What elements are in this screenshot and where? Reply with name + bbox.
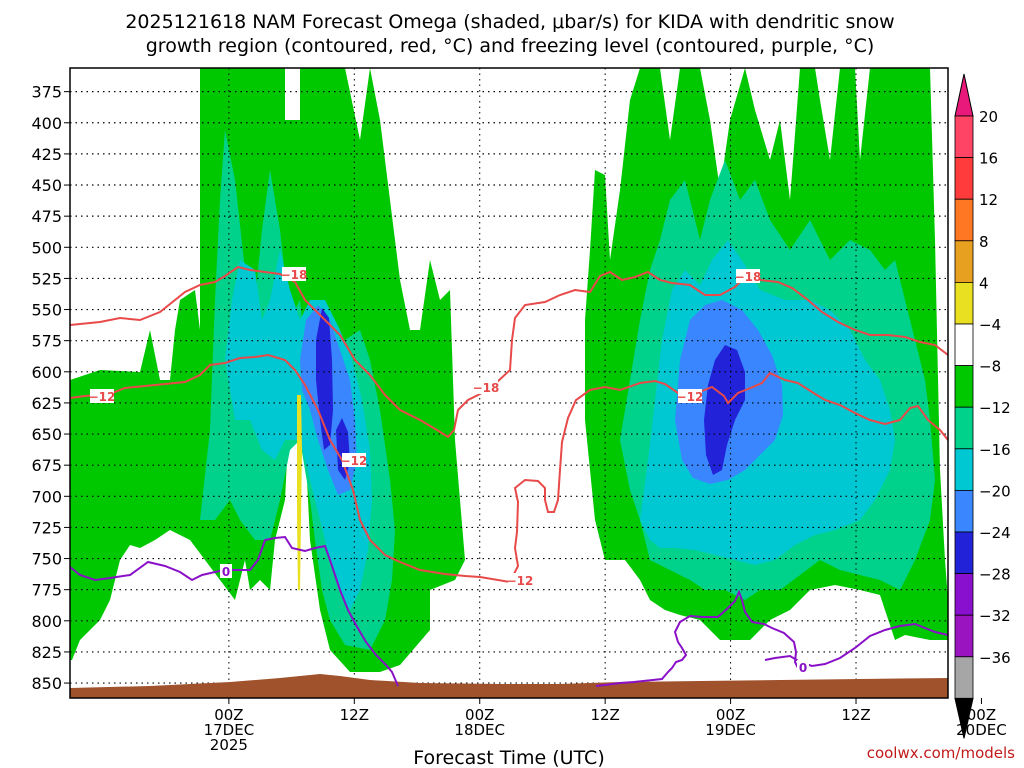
colorbar-label-0: 20 <box>979 108 998 126</box>
y-tick-label-800: 800 <box>31 612 62 631</box>
y-tick-label-850: 850 <box>31 674 62 693</box>
contour-label-minus18-a: −18 <box>281 268 308 282</box>
x-axis-label: Forecast Time (UTC) <box>413 747 604 768</box>
contour-labels: −18 −12 −18 −12 −12 −18 −12 0 0 <box>89 267 809 675</box>
y-tick-label-425: 425 <box>31 145 62 164</box>
x-tick-label-0-1: 00Z <box>214 706 243 724</box>
colorbar-swatch-1 <box>954 157 974 200</box>
colorbar-label-10: −24 <box>979 524 1011 542</box>
colorbar-label-5: −4 <box>979 316 1001 334</box>
y-tick-label-750: 750 <box>31 550 62 569</box>
y-tick-label-550: 550 <box>31 301 62 320</box>
colorbar-top-arrow <box>954 73 974 117</box>
credit-text: coolwx.com/models <box>867 744 1015 762</box>
contour-label-minus12-d: −12 <box>677 390 704 404</box>
terrain-ground <box>70 674 948 698</box>
plot-frame <box>69 67 949 699</box>
colorbar-swatch-4 <box>954 281 974 325</box>
y-tick-label-625: 625 <box>31 394 62 413</box>
y-tick-label-700: 700 <box>31 487 62 506</box>
colorbar-label-6: −8 <box>979 358 1001 376</box>
x-tick-label-4-2: 19DEC <box>705 721 756 739</box>
contour-freezing-right1 <box>595 589 799 687</box>
y-tick-label-650: 650 <box>31 425 62 444</box>
contour-minus12-mid <box>511 371 948 579</box>
y-tick-label-400: 400 <box>31 114 62 133</box>
colorbar-swatch-8 <box>954 448 974 491</box>
plot-area: −18 −12 −18 −12 −12 −18 −12 0 0 <box>70 68 948 698</box>
colorbar-label-13: −36 <box>979 649 1011 667</box>
contour-label-minus12-b: −12 <box>341 454 368 468</box>
contour-label-minus18-c: −18 <box>735 270 762 284</box>
contour-label-minus12-a: −12 <box>89 390 116 404</box>
chart-title-line2: growth region (contoured, red, °C) and f… <box>146 35 875 57</box>
y-tick-label-375: 375 <box>31 83 62 102</box>
contour-label-minus18-b: −18 <box>473 381 500 395</box>
contours <box>70 265 948 687</box>
colorbar-label-7: −12 <box>979 399 1011 417</box>
y-tick-label-725: 725 <box>31 518 62 537</box>
chart-title-line1: 2025121618 NAM Forecast Omega (shaded, μ… <box>125 11 894 33</box>
x-tick-label-1-1: 12Z <box>340 706 369 724</box>
contour-label-minus12-c: −12 <box>507 574 534 588</box>
colorbar-label-8: −16 <box>979 441 1011 459</box>
colorbar-label-12: −32 <box>979 607 1011 625</box>
colorbar-swatch-12 <box>954 614 974 658</box>
colorbar-label-4: 4 <box>979 274 989 292</box>
colorbar-swatch-6 <box>954 365 974 408</box>
colorbar-swatch-2 <box>954 198 974 242</box>
contour-label-zero-b: 0 <box>799 661 807 675</box>
y-tick-label-600: 600 <box>31 363 62 382</box>
colorbar-label-1: 16 <box>979 150 998 168</box>
colorbar-swatch-5 <box>954 323 974 366</box>
colorbar-swatch-11 <box>954 573 974 616</box>
omega-region-yellow-streak <box>297 395 302 590</box>
colorbar-label-2: 12 <box>979 191 998 209</box>
x-tick-label-2-2: 18DEC <box>454 721 505 739</box>
contour-freezing-right2 <box>764 622 948 668</box>
contour-label-zero-a: 0 <box>222 565 230 579</box>
x-tick-label-6-2: 20DEC <box>956 721 1007 739</box>
colorbar-swatch-9 <box>954 489 974 533</box>
omega-region-right-darkblue <box>704 345 745 475</box>
x-tick-label-4-1: 00Z <box>716 706 745 724</box>
x-tick-label-0-2: 17DEC <box>204 721 255 739</box>
colorbar-bottom-arrow <box>954 697 974 739</box>
colorbar-swatch-0 <box>954 115 974 158</box>
y-tick-label-825: 825 <box>31 643 62 662</box>
colorbar-label-3: 8 <box>979 233 989 251</box>
colorbar-label-9: −20 <box>979 482 1011 500</box>
x-tick-label-3-1: 12Z <box>590 706 619 724</box>
x-tick-label-2-1: 00Z <box>465 706 494 724</box>
colorbar-swatch-13 <box>954 656 974 699</box>
y-tick-label-475: 475 <box>31 207 62 226</box>
colorbar-swatch-10 <box>954 531 974 574</box>
y-tick-label-675: 675 <box>31 456 62 475</box>
omega-shading <box>70 68 948 672</box>
x-tick-label-6-1: 00Z <box>967 706 996 724</box>
contour-freezing-left <box>70 535 399 687</box>
contour-minus18-right <box>759 279 948 356</box>
y-tick-label-500: 500 <box>31 238 62 257</box>
colorbar-swatch-3 <box>954 240 974 283</box>
colorbar-swatch-7 <box>954 406 974 450</box>
colorbar-label-11: −28 <box>979 566 1011 584</box>
y-tick-label-525: 525 <box>31 269 62 288</box>
y-tick-label-775: 775 <box>31 581 62 600</box>
contour-minus12-left <box>70 353 511 583</box>
x-tick-label-0-3: 2025 <box>210 736 248 754</box>
y-tick-label-575: 575 <box>31 332 62 351</box>
y-tick-label-450: 450 <box>31 176 62 195</box>
y-axis: 375 400 425 450 475 500 525 550 575 600 625 650 675 7… <box>31 83 70 693</box>
x-tick-label-5-1: 12Z <box>841 706 870 724</box>
colorbar: 20 16 12 8 4 −4 −8 −12 −16 −20 −24 −28 −32 −36 <box>954 73 1011 739</box>
contour-minus18-left <box>70 265 743 439</box>
